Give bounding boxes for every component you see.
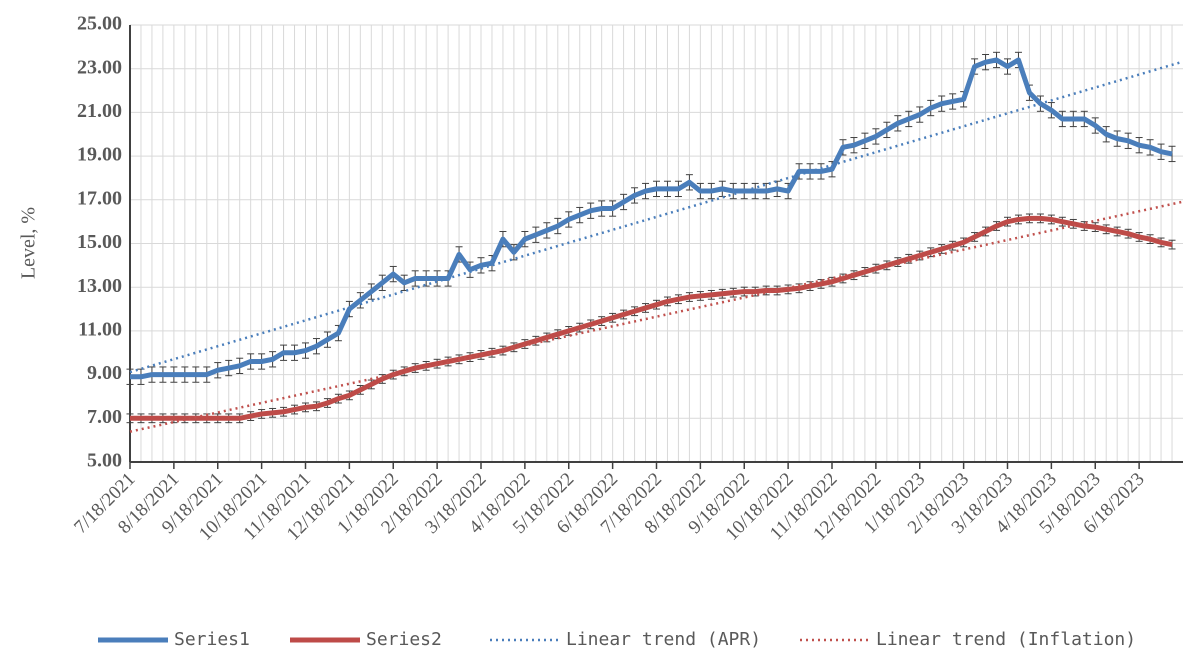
y-tick-label: 23.00 xyxy=(77,56,122,78)
y-tick-label: 5.00 xyxy=(87,450,122,472)
y-tick-label: 9.00 xyxy=(87,362,122,384)
legend-label: Series1 xyxy=(174,629,250,650)
y-tick-label: 17.00 xyxy=(77,187,122,209)
series-line xyxy=(130,215,1173,421)
legend-label: Linear trend (APR) xyxy=(566,629,761,650)
y-axis-title: Level, % xyxy=(18,207,40,279)
y-tick-label: 15.00 xyxy=(77,231,122,253)
y-tick-label: 7.00 xyxy=(87,406,122,428)
legend-label: Series2 xyxy=(366,629,442,650)
error-bar xyxy=(1168,145,1176,163)
y-tick-label: 11.00 xyxy=(78,318,122,340)
y-tick-label: 19.00 xyxy=(77,144,122,166)
series-line xyxy=(130,57,1173,380)
y-tick-label: 21.00 xyxy=(77,100,122,122)
y-tick-label: 13.00 xyxy=(77,275,122,297)
y-tick-label: 25.00 xyxy=(77,13,122,35)
legend-label: Linear trend (Inflation) xyxy=(876,629,1136,650)
